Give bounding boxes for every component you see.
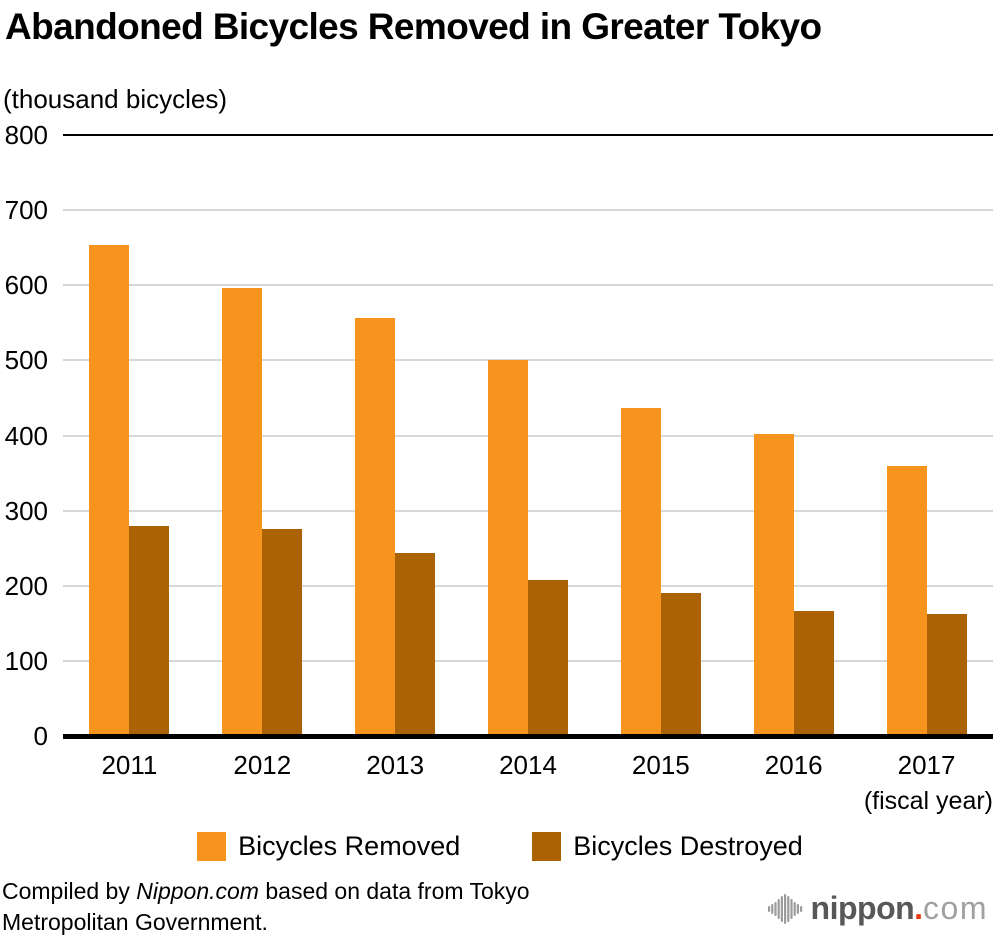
nippon-logo: nippon.com — [767, 890, 988, 927]
legend: Bicycles Removed Bicycles Destroyed — [0, 831, 1000, 862]
y-tick-700: 700 — [4, 195, 48, 226]
legend-item-removed: Bicycles Removed — [197, 831, 460, 862]
y-axis-units-label: (thousand bicycles) — [3, 84, 227, 114]
legend-item-destroyed: Bicycles Destroyed — [532, 831, 803, 862]
source-note-prefix: Compiled by — [2, 878, 137, 904]
bar-destroyed-2016 — [793, 611, 834, 736]
gridline-800 — [63, 134, 993, 136]
y-tick-300: 300 — [4, 495, 48, 526]
soundwave-icon — [767, 893, 802, 924]
x-axis-note: (fiscal year) — [863, 787, 993, 815]
bar-removed-2016 — [753, 433, 794, 736]
y-tick-200: 200 — [4, 570, 48, 601]
nippon-logo-text: nippon.com — [811, 890, 988, 927]
x-tick-2017: 2017 — [897, 750, 956, 780]
bar-removed-2014 — [488, 359, 528, 736]
source-note: Compiled by Nippon.com based on data fro… — [2, 876, 547, 938]
bar-removed-2012 — [222, 288, 263, 736]
source-note-brand: Nippon.com — [136, 878, 259, 904]
x-tick-2015: 2015 — [631, 750, 690, 780]
chart-title: Abandoned Bicycles Removed in Greater To… — [5, 6, 822, 47]
x-tick-2011: 2011 — [101, 750, 158, 780]
logo-brand-text: nippon — [810, 890, 915, 926]
y-tick-600: 600 — [4, 270, 48, 301]
bar-destroyed-2014 — [528, 579, 568, 736]
bar-destroyed-2011 — [129, 525, 170, 736]
gridline-400 — [63, 434, 993, 437]
y-tick-500: 500 — [4, 345, 48, 376]
y-tick-400: 400 — [4, 420, 48, 451]
x-tick-2014: 2014 — [499, 750, 557, 780]
bar-removed-2015 — [620, 408, 661, 736]
x-tick-2012: 2012 — [233, 750, 292, 780]
logo-tld-text: com — [923, 890, 988, 926]
gridline-600 — [63, 284, 993, 287]
y-tick-800: 800 — [4, 120, 48, 150]
destroyed-swatch — [532, 832, 562, 861]
bar-removed-2017 — [886, 465, 927, 736]
bar-destroyed-2015 — [660, 593, 701, 736]
bar-destroyed-2012 — [262, 529, 303, 736]
x-tick-2013: 2013 — [366, 750, 425, 780]
gridline-500 — [63, 359, 993, 362]
bar-destroyed-2013 — [395, 552, 436, 736]
x-tick-2016: 2016 — [764, 750, 823, 780]
bar-destroyed-2017 — [926, 614, 967, 736]
logo-dot: . — [914, 890, 924, 926]
source-note-suffix: based on data from Tokyo Metropolitan Go… — [2, 878, 530, 935]
bar-removed-2013 — [355, 317, 396, 736]
bar-removed-2011 — [89, 245, 130, 736]
legend-label-removed: Bicycles Removed — [238, 831, 461, 861]
y-tick-100: 100 — [4, 645, 48, 676]
removed-swatch — [197, 832, 227, 861]
gridline-0 — [63, 733, 993, 739]
y-tick-0: 0 — [33, 721, 48, 751]
legend-label-destroyed: Bicycles Destroyed — [573, 831, 803, 861]
gridline-300 — [63, 509, 993, 512]
gridline-700 — [63, 209, 993, 212]
